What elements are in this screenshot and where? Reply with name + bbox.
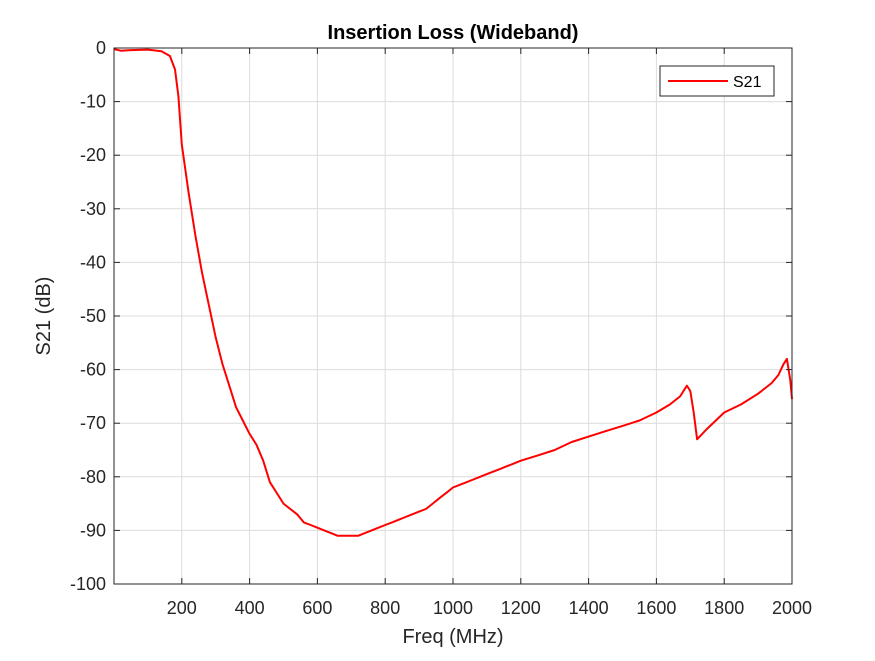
series-line-s21 xyxy=(113,48,793,537)
tick-labels: 200 400 600 800 1000 1200 1400 1600 1800 2000 0 -10… xyxy=(70,38,812,618)
y-tick-label: -20 xyxy=(80,145,106,165)
y-tick-label: -50 xyxy=(80,306,106,326)
data-layer xyxy=(113,48,793,537)
grid xyxy=(114,47,793,585)
legend-label-s21: S21 xyxy=(733,74,762,91)
legend: S21 xyxy=(659,65,775,97)
x-tick-label: 400 xyxy=(235,598,265,618)
y-tick-label: -70 xyxy=(80,413,106,433)
y-tick-label: -40 xyxy=(80,252,106,272)
x-tick-label: 200 xyxy=(167,598,197,618)
y-axis-title: S21 (dB) xyxy=(33,277,55,356)
y-tick-label: -10 xyxy=(80,92,106,112)
y-tick-label: -30 xyxy=(80,199,106,219)
chart-title: Insertion Loss (Wideband) xyxy=(328,22,579,44)
x-axis-title: Freq (MHz) xyxy=(402,626,503,648)
y-tick-label: 0 xyxy=(96,38,106,58)
x-tick-label: 2000 xyxy=(772,598,812,618)
x-tick-label: 1600 xyxy=(636,598,676,618)
y-tick-label: -90 xyxy=(80,520,106,540)
y-tick-label: -60 xyxy=(80,360,106,380)
x-tick-label: 1800 xyxy=(704,598,744,618)
x-tick-label: 1000 xyxy=(433,598,473,618)
y-tick-label: -100 xyxy=(70,574,106,594)
x-tick-label: 800 xyxy=(370,598,400,618)
x-tick-label: 1200 xyxy=(501,598,541,618)
x-tick-label: 1400 xyxy=(569,598,609,618)
ticks xyxy=(114,47,793,585)
x-tick-label: 600 xyxy=(302,598,332,618)
y-tick-label: -80 xyxy=(80,467,106,487)
